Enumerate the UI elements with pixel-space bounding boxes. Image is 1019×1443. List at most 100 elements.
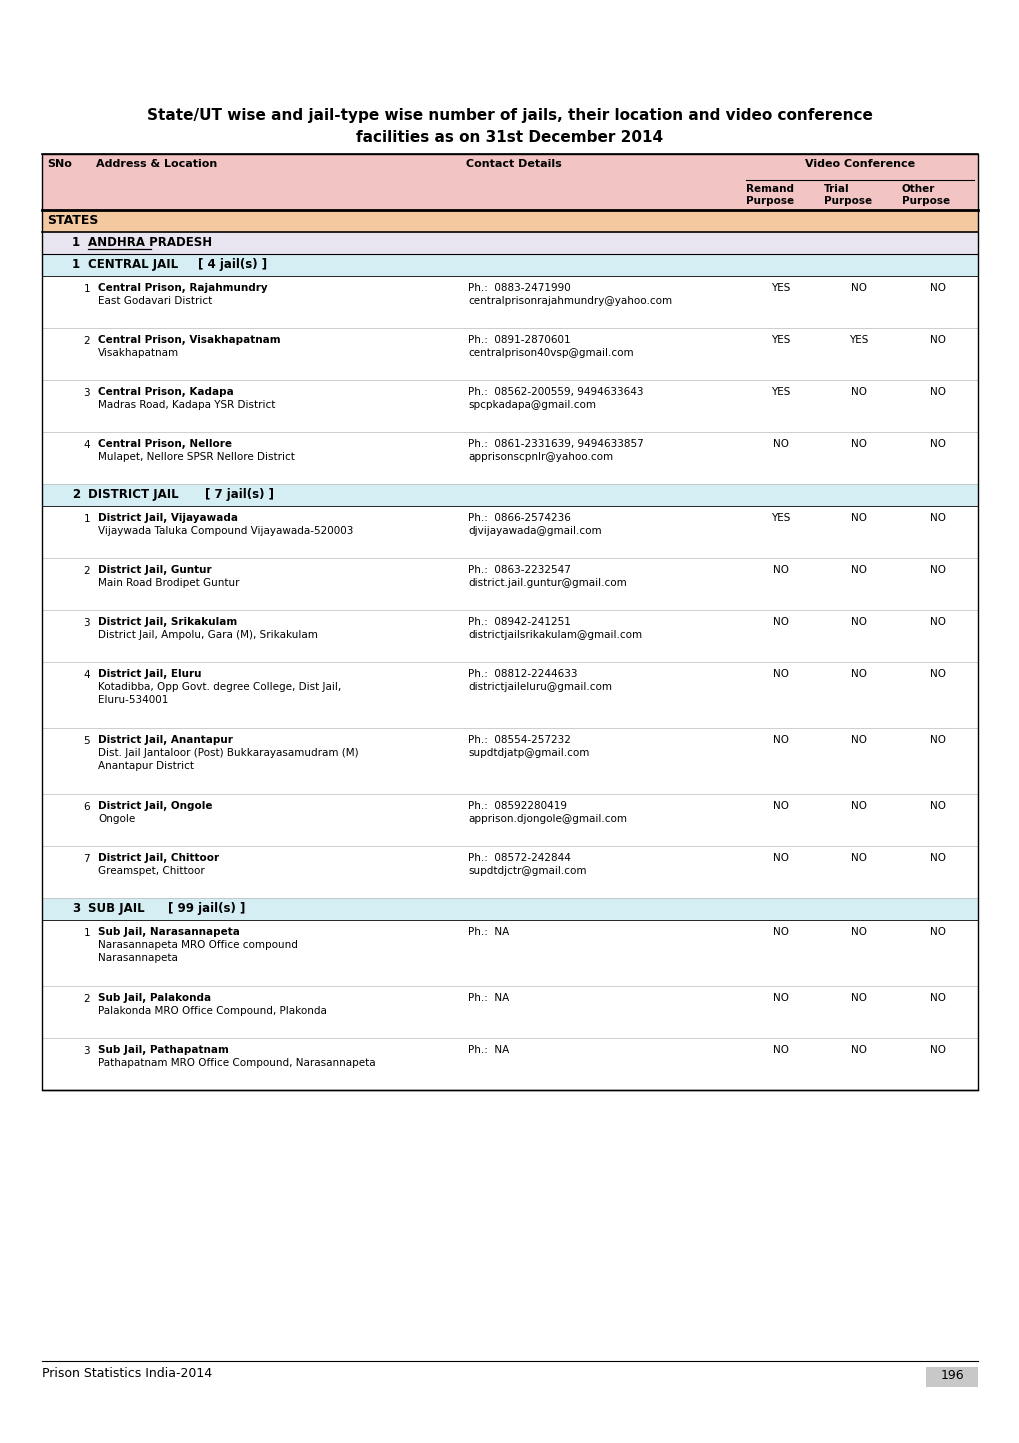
Bar xyxy=(42,662,977,729)
Text: NO: NO xyxy=(929,1045,945,1055)
Text: NO: NO xyxy=(850,993,866,1003)
Text: 1: 1 xyxy=(84,514,90,524)
Text: District Jail, Chittoor: District Jail, Chittoor xyxy=(98,853,219,863)
Text: 196: 196 xyxy=(940,1369,963,1382)
Text: ANDHRA PRADESH: ANDHRA PRADESH xyxy=(88,237,212,250)
Text: District Jail, Srikakulam: District Jail, Srikakulam xyxy=(98,618,237,628)
Text: CENTRAL JAIL: CENTRAL JAIL xyxy=(88,258,178,271)
Bar xyxy=(42,483,977,506)
Text: districtjaileluru@gmail.com: districtjaileluru@gmail.com xyxy=(468,683,611,693)
Bar xyxy=(925,1367,977,1387)
Text: Video Conference: Video Conference xyxy=(804,159,914,169)
Text: 3: 3 xyxy=(84,388,90,398)
Text: apprison.djongole@gmail.com: apprison.djongole@gmail.com xyxy=(468,814,627,824)
Bar xyxy=(42,232,977,254)
Text: NO: NO xyxy=(772,734,789,745)
Text: NO: NO xyxy=(929,926,945,937)
Text: Ph.:  08592280419: Ph.: 08592280419 xyxy=(468,801,567,811)
Text: 1: 1 xyxy=(72,237,81,250)
Text: Remand
Purpose: Remand Purpose xyxy=(745,185,794,205)
Text: 2: 2 xyxy=(84,566,90,576)
Text: NO: NO xyxy=(929,734,945,745)
Text: [ 4 jail(s) ]: [ 4 jail(s) ] xyxy=(198,258,267,271)
Bar xyxy=(42,328,977,380)
Text: Eluru-534001: Eluru-534001 xyxy=(98,696,168,706)
Text: 1: 1 xyxy=(84,284,90,294)
Text: District Jail, Anantapur: District Jail, Anantapur xyxy=(98,734,232,745)
Text: Ph.:  08554-257232: Ph.: 08554-257232 xyxy=(468,734,571,745)
Text: NO: NO xyxy=(850,387,866,397)
Text: Narasannapeta: Narasannapeta xyxy=(98,952,177,962)
Bar xyxy=(42,1038,977,1089)
Bar xyxy=(42,729,977,794)
Text: Main Road Brodipet Guntur: Main Road Brodipet Guntur xyxy=(98,579,239,587)
Text: Anantapur District: Anantapur District xyxy=(98,760,194,771)
Text: 2: 2 xyxy=(84,994,90,1004)
Text: Ph.:  08812-2244633: Ph.: 08812-2244633 xyxy=(468,670,577,680)
Text: District Jail, Ongole: District Jail, Ongole xyxy=(98,801,212,811)
Text: NO: NO xyxy=(850,670,866,680)
Bar xyxy=(42,276,977,328)
Text: 4: 4 xyxy=(84,670,90,680)
Text: Central Prison, Visakhapatnam: Central Prison, Visakhapatnam xyxy=(98,335,280,345)
Text: Prison Statistics India-2014: Prison Statistics India-2014 xyxy=(42,1367,212,1380)
Text: Ph.:  0861-2331639, 9494633857: Ph.: 0861-2331639, 9494633857 xyxy=(468,439,643,449)
Bar xyxy=(42,154,977,1089)
Text: NO: NO xyxy=(850,566,866,574)
Bar xyxy=(42,211,977,232)
Text: supdtdjctr@gmail.com: supdtdjctr@gmail.com xyxy=(468,866,586,876)
Text: District Jail, Vijayawada: District Jail, Vijayawada xyxy=(98,514,237,522)
Text: Contact Details: Contact Details xyxy=(466,159,561,169)
Text: Ph.:  NA: Ph.: NA xyxy=(468,1045,508,1055)
Text: NO: NO xyxy=(772,993,789,1003)
Text: Narasannapeta MRO Office compound: Narasannapeta MRO Office compound xyxy=(98,939,298,949)
Text: Ph.:  0863-2232547: Ph.: 0863-2232547 xyxy=(468,566,571,574)
Text: Trial
Purpose: Trial Purpose xyxy=(823,185,871,205)
Text: NO: NO xyxy=(772,1045,789,1055)
Bar xyxy=(42,898,977,921)
Text: Other
Purpose: Other Purpose xyxy=(901,185,949,205)
Text: State/UT wise and jail-type wise number of jails, their location and video confe: State/UT wise and jail-type wise number … xyxy=(147,108,872,123)
Text: districtjailsrikakulam@gmail.com: districtjailsrikakulam@gmail.com xyxy=(468,631,642,641)
Text: Vijaywada Taluka Compound Vijayawada-520003: Vijaywada Taluka Compound Vijayawada-520… xyxy=(98,527,353,535)
Text: NO: NO xyxy=(929,801,945,811)
Bar xyxy=(42,558,977,610)
Bar xyxy=(42,921,977,986)
Text: NO: NO xyxy=(850,514,866,522)
Text: NO: NO xyxy=(929,993,945,1003)
Bar xyxy=(42,794,977,846)
Text: NO: NO xyxy=(772,566,789,574)
Text: NO: NO xyxy=(929,283,945,293)
Text: Central Prison, Nellore: Central Prison, Nellore xyxy=(98,439,231,449)
Text: YES: YES xyxy=(849,335,868,345)
Text: 1: 1 xyxy=(84,928,90,938)
Text: NO: NO xyxy=(850,439,866,449)
Text: supdtdjatp@gmail.com: supdtdjatp@gmail.com xyxy=(468,747,589,758)
Text: District Jail, Eluru: District Jail, Eluru xyxy=(98,670,202,680)
Text: NO: NO xyxy=(929,566,945,574)
Text: 2: 2 xyxy=(72,488,81,501)
Text: spcpkadapa@gmail.com: spcpkadapa@gmail.com xyxy=(468,400,595,410)
Text: DISTRICT JAIL: DISTRICT JAIL xyxy=(88,488,178,501)
Text: NO: NO xyxy=(929,618,945,628)
Text: NO: NO xyxy=(772,853,789,863)
Text: apprisonscpnlr@yahoo.com: apprisonscpnlr@yahoo.com xyxy=(468,452,612,462)
Text: NO: NO xyxy=(850,853,866,863)
Text: 6: 6 xyxy=(84,802,90,812)
Text: Greamspet, Chittoor: Greamspet, Chittoor xyxy=(98,866,205,876)
Bar xyxy=(42,846,977,898)
Text: Central Prison, Rajahmundry: Central Prison, Rajahmundry xyxy=(98,283,267,293)
Text: [ 7 jail(s) ]: [ 7 jail(s) ] xyxy=(205,488,274,501)
Text: Sub Jail, Narasannapeta: Sub Jail, Narasannapeta xyxy=(98,926,239,937)
Text: Ph.:  NA: Ph.: NA xyxy=(468,993,508,1003)
Text: Ph.:  0891-2870601: Ph.: 0891-2870601 xyxy=(468,335,570,345)
Text: NO: NO xyxy=(772,801,789,811)
Text: Ph.:  NA: Ph.: NA xyxy=(468,926,508,937)
Text: YES: YES xyxy=(770,387,790,397)
Text: NO: NO xyxy=(772,439,789,449)
Text: Ph.:  0866-2574236: Ph.: 0866-2574236 xyxy=(468,514,571,522)
Text: centralprison40vsp@gmail.com: centralprison40vsp@gmail.com xyxy=(468,348,633,358)
Text: NO: NO xyxy=(850,801,866,811)
Text: Ph.:  08562-200559, 9494633643: Ph.: 08562-200559, 9494633643 xyxy=(468,387,643,397)
Text: Ongole: Ongole xyxy=(98,814,136,824)
